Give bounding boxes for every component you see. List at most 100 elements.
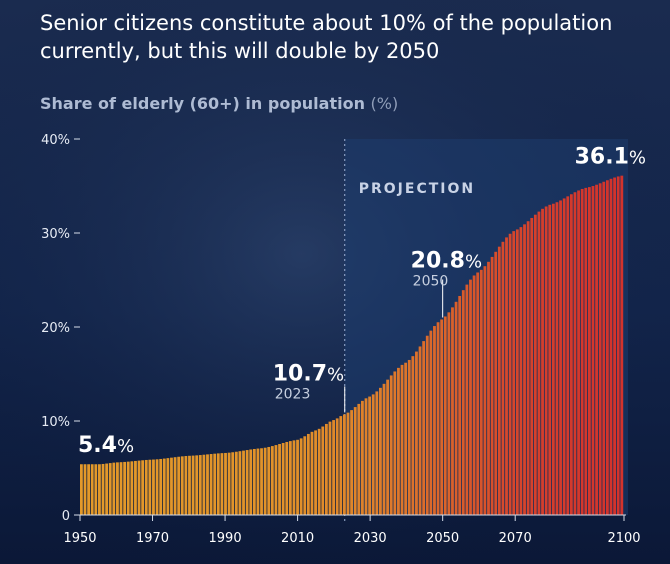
x-tick-label: 2010 bbox=[281, 531, 314, 546]
bar-2076 bbox=[533, 214, 537, 515]
callout-number: 10.7 bbox=[273, 361, 327, 386]
bar-2025 bbox=[350, 410, 354, 515]
bar-2078 bbox=[541, 208, 544, 515]
bar-2029 bbox=[364, 398, 368, 515]
bar-2009 bbox=[292, 440, 296, 515]
callout-year: 2050 bbox=[413, 273, 449, 289]
bar-2015 bbox=[314, 430, 317, 515]
bar-2038 bbox=[397, 367, 400, 515]
bar-2031 bbox=[371, 394, 375, 515]
bar-2068 bbox=[505, 237, 508, 515]
bar-2075 bbox=[530, 217, 534, 515]
y-tick-label: 20% bbox=[41, 321, 70, 336]
bar-1972 bbox=[159, 458, 163, 515]
bar-2100 bbox=[620, 175, 624, 515]
bar-2011 bbox=[299, 438, 303, 515]
bar-1994 bbox=[238, 451, 242, 515]
callout-value: 5.4% bbox=[78, 433, 134, 458]
bar-2098 bbox=[613, 177, 617, 515]
bar-1995 bbox=[242, 450, 245, 515]
bar-1967 bbox=[141, 460, 145, 515]
bar-1975 bbox=[170, 457, 173, 515]
bar-1960 bbox=[116, 462, 119, 515]
bar-1963 bbox=[126, 461, 130, 515]
bar-1997 bbox=[249, 449, 253, 515]
bar-1973 bbox=[162, 458, 166, 515]
bar-2074 bbox=[526, 221, 530, 515]
bar-2026 bbox=[353, 407, 357, 515]
callout-percent: % bbox=[327, 364, 344, 385]
bar-1990 bbox=[224, 452, 227, 515]
callout-number: 5.4 bbox=[78, 433, 117, 458]
callout-percent: % bbox=[629, 148, 646, 169]
x-tick-label: 2100 bbox=[607, 531, 640, 546]
subtitle-text: Share of elderly (60+) in population bbox=[40, 94, 365, 113]
callout-percent: % bbox=[117, 436, 134, 457]
callout-value: 36.1% bbox=[575, 145, 646, 170]
bar-2039 bbox=[400, 364, 404, 515]
y-tick-label: 40% bbox=[41, 133, 70, 148]
bar-2024 bbox=[346, 412, 350, 515]
bar-2036 bbox=[389, 375, 393, 515]
bar-2044 bbox=[418, 346, 422, 515]
y-tick-label: 30% bbox=[41, 227, 70, 242]
bar-2047 bbox=[429, 330, 433, 515]
bar-1976 bbox=[173, 457, 177, 515]
bar-2070 bbox=[512, 231, 516, 515]
bar-2050 bbox=[440, 319, 444, 515]
bar-2054 bbox=[454, 301, 458, 515]
bar-2092 bbox=[591, 186, 595, 515]
bar-2083 bbox=[559, 200, 562, 516]
bar-2081 bbox=[551, 203, 555, 516]
bar-1983 bbox=[198, 455, 202, 515]
bar-1964 bbox=[130, 461, 134, 515]
bar-1982 bbox=[195, 455, 199, 515]
bar-2040 bbox=[404, 362, 408, 515]
bar-2085 bbox=[566, 196, 570, 515]
y-tick-label: 10% bbox=[41, 415, 70, 430]
bar-2004 bbox=[274, 445, 278, 515]
y-tick-label: 0 bbox=[62, 509, 70, 524]
bar-2077 bbox=[537, 211, 541, 515]
bar-1989 bbox=[220, 453, 224, 515]
callout-number: 36.1 bbox=[575, 145, 629, 170]
bar-2064 bbox=[490, 256, 494, 515]
bar-1951 bbox=[83, 464, 87, 515]
bar-2061 bbox=[479, 269, 483, 515]
bar-1959 bbox=[112, 462, 116, 515]
bar-2022 bbox=[339, 416, 343, 515]
bar-1953 bbox=[90, 464, 94, 515]
bar-1954 bbox=[94, 464, 98, 515]
bar-2012 bbox=[303, 436, 307, 515]
bar-2027 bbox=[357, 403, 361, 515]
headline: Senior citizens constitute about 10% of … bbox=[40, 11, 613, 63]
bar-1962 bbox=[123, 461, 127, 515]
x-tick-label: 1970 bbox=[136, 531, 169, 546]
bar-2014 bbox=[310, 431, 314, 515]
bar-2097 bbox=[609, 178, 613, 516]
callout-value: 10.7% bbox=[273, 361, 344, 386]
bar-1984 bbox=[202, 454, 206, 515]
bar-1952 bbox=[87, 464, 91, 515]
bar-2032 bbox=[375, 391, 379, 515]
bar-2034 bbox=[382, 383, 386, 515]
bar-2067 bbox=[501, 241, 505, 515]
bar-1978 bbox=[180, 456, 184, 515]
bar-2094 bbox=[598, 183, 602, 515]
bar-2043 bbox=[415, 351, 418, 515]
bar-1996 bbox=[245, 450, 249, 515]
bar-2053 bbox=[451, 307, 454, 515]
bar-2045 bbox=[422, 341, 426, 515]
bar-2018 bbox=[324, 423, 328, 515]
bar-2080 bbox=[548, 204, 552, 516]
bar-1988 bbox=[216, 453, 220, 515]
bar-2058 bbox=[469, 279, 472, 515]
bar-2073 bbox=[523, 224, 526, 515]
bar-1981 bbox=[191, 455, 195, 515]
callout-percent: % bbox=[465, 251, 482, 272]
x-tick-label: 2030 bbox=[354, 531, 387, 546]
bar-1974 bbox=[166, 458, 170, 515]
bar-2090 bbox=[584, 187, 588, 515]
bar-2065 bbox=[494, 251, 498, 516]
